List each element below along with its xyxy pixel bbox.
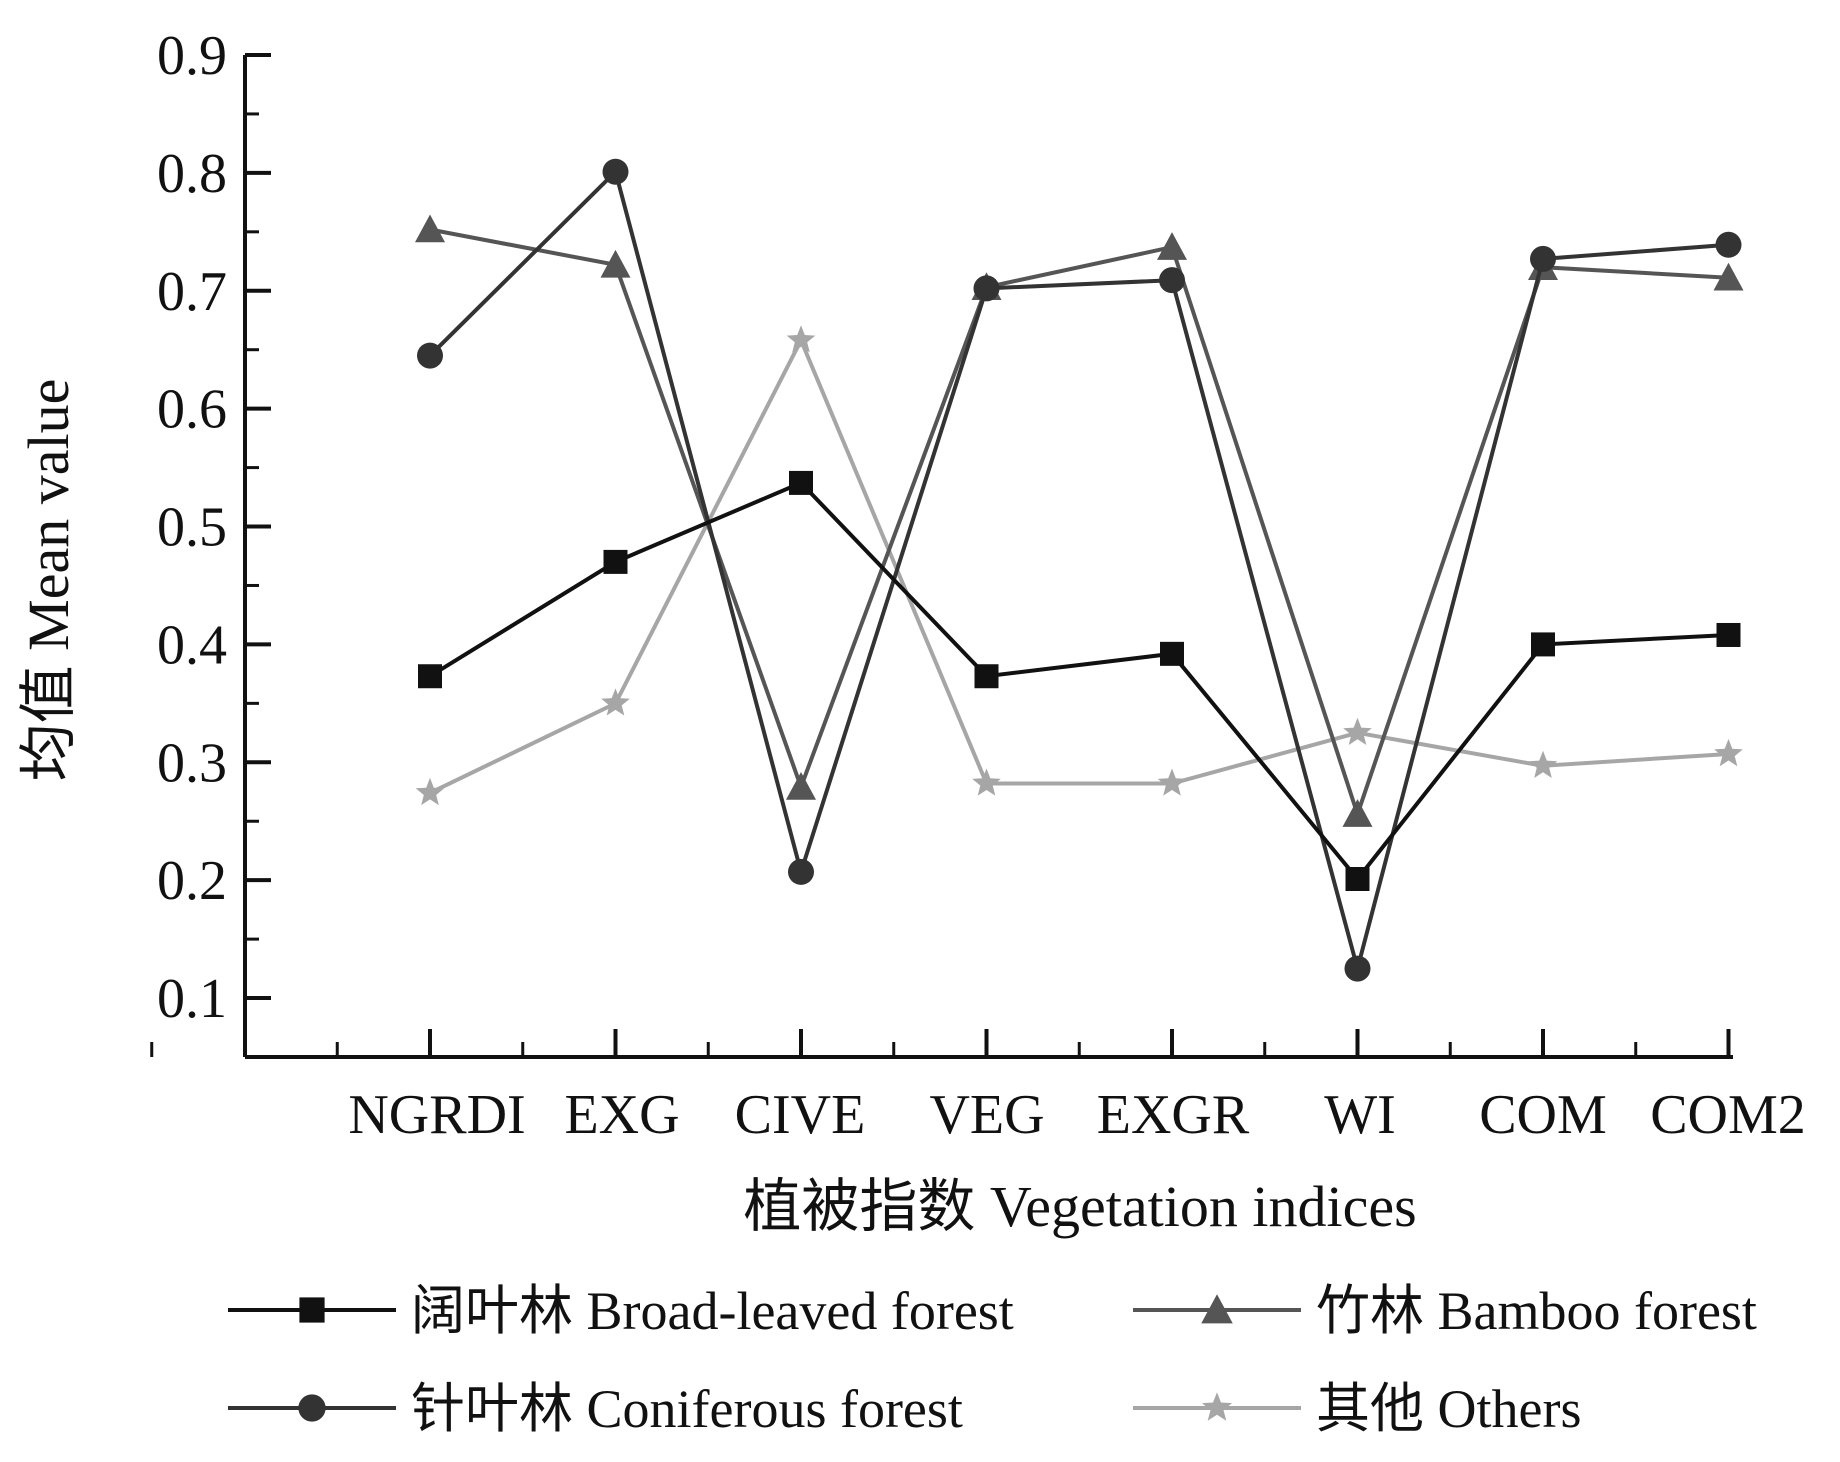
x-tick-label: EXG <box>564 1084 679 1146</box>
circle-marker <box>973 275 1000 302</box>
triangle-marker <box>1713 262 1744 291</box>
y-tick-label: 0.9 <box>157 25 227 87</box>
star-marker <box>972 768 1001 796</box>
legend: 阔叶林 Broad-leaved forest 竹林 Bamboo forest 针… <box>228 1281 1757 1439</box>
x-tick-label: VEG <box>929 1084 1044 1146</box>
square-marker <box>299 1297 325 1323</box>
star-marker <box>786 325 816 353</box>
circle-marker <box>1344 955 1371 982</box>
y-tick-label: 0.1 <box>157 968 227 1030</box>
circle-marker <box>1530 245 1556 272</box>
square-marker <box>603 549 628 574</box>
series-line <box>429 335 1729 795</box>
y-tick-label: 0.7 <box>157 261 227 323</box>
series-layer <box>415 158 1744 982</box>
triangle-marker <box>1342 799 1373 827</box>
triangle-marker <box>1201 1294 1233 1324</box>
star-marker <box>1157 768 1187 796</box>
y-tick-label: 0.3 <box>157 732 227 794</box>
x-axis-title: 植被指数 Vegetation indices <box>743 1174 1416 1239</box>
legend-item: 针叶林 Coniferous forest <box>228 1379 963 1439</box>
series-line <box>428 167 1729 977</box>
star-marker <box>1343 717 1372 745</box>
circle-marker <box>417 342 443 369</box>
y-tick-label: 0.5 <box>157 497 227 559</box>
x-tick-label: CIVE <box>735 1084 866 1146</box>
series-triangle <box>415 214 1744 827</box>
legend-label: 其他 Others <box>1316 1379 1581 1439</box>
circle-marker <box>602 158 629 185</box>
square-marker <box>418 664 442 689</box>
square-marker <box>1716 622 1741 647</box>
x-tick-label: EXGR <box>1097 1084 1250 1146</box>
series-line <box>429 227 1729 821</box>
triangle-marker <box>786 772 816 800</box>
star-marker <box>415 777 445 806</box>
star-marker <box>601 688 630 716</box>
circle-marker <box>1715 231 1742 258</box>
square-marker <box>789 470 813 495</box>
triangle-marker <box>415 214 445 243</box>
circle-marker <box>298 1394 326 1422</box>
circle-marker <box>788 858 814 885</box>
series-square <box>418 470 1741 891</box>
square-marker <box>974 664 999 689</box>
legend-label: 阔叶林 Broad-leaved forest <box>411 1281 1014 1341</box>
axes: 0.1 0.2 0.3 0.4 0.5 0.6 0.7 0.8 0.9 NGRDI EXG CIVE V… <box>150 25 1806 1146</box>
star-marker <box>1528 750 1558 778</box>
square-marker <box>1345 866 1370 891</box>
series-line <box>428 480 1729 883</box>
x-tick-label: COM2 <box>1650 1084 1806 1146</box>
triangle-marker <box>1157 232 1187 260</box>
x-tick-label: WI <box>1324 1084 1396 1146</box>
y-tick-label: 0.6 <box>157 379 227 441</box>
y-tick-label: 0.8 <box>157 143 227 205</box>
legend-item: 竹林 Bamboo forest <box>1133 1281 1757 1341</box>
legend-item: 阔叶林 Broad-leaved forest <box>228 1281 1014 1341</box>
series-star <box>415 325 1743 806</box>
y-tick-label: 0.4 <box>157 614 227 676</box>
legend-item: 其他 Others <box>1133 1379 1581 1439</box>
circle-marker <box>1159 267 1185 294</box>
series-circle <box>417 158 1742 982</box>
star-marker <box>1714 739 1743 767</box>
x-tick-label: COM <box>1479 1084 1607 1146</box>
legend-label: 针叶林 Coniferous forest <box>411 1379 963 1439</box>
triangle-marker <box>600 249 631 278</box>
square-marker <box>1160 641 1184 666</box>
y-tick-label: 0.2 <box>157 850 227 912</box>
legend-label: 竹林 Bamboo forest <box>1316 1281 1757 1341</box>
x-tick-label: NGRDI <box>348 1084 525 1146</box>
square-marker <box>1531 632 1555 657</box>
y-axis-title: 均值 Mean value <box>16 379 81 782</box>
star-marker <box>1202 1392 1232 1421</box>
